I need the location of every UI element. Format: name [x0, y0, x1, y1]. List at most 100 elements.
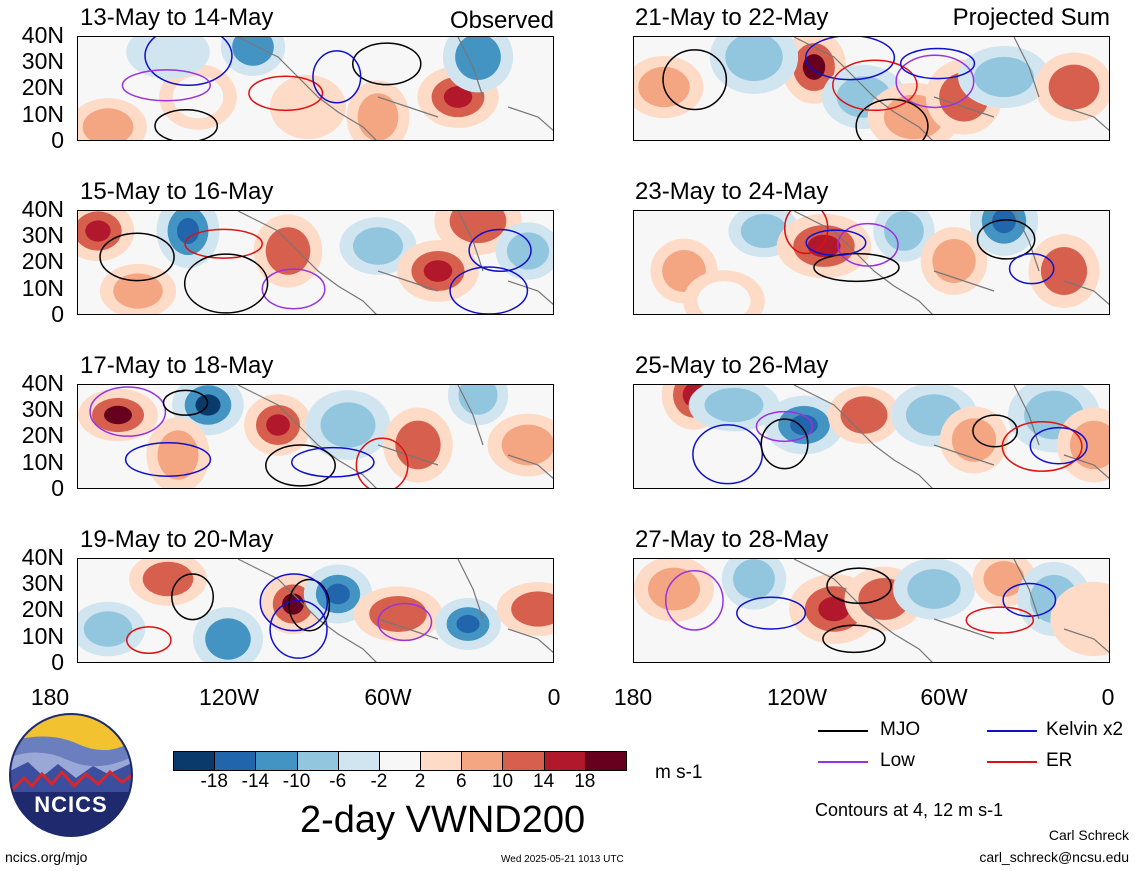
contour-line: [162, 389, 209, 416]
colorbar-tick-label: 14: [533, 771, 555, 792]
timestamp: Wed 2025-05-21 1013 UTC: [501, 854, 624, 865]
colorbar-swatch: [543, 751, 586, 771]
contour-line: [184, 228, 263, 259]
map-panel-3: [77, 384, 554, 489]
contour-line: [976, 219, 1036, 260]
anomaly-shading: [751, 221, 777, 241]
lon-label: 0: [547, 684, 561, 710]
panel-title: 13-May to 14-May: [80, 4, 274, 31]
lat-label: 20N: [21, 248, 64, 274]
contour-line: [355, 437, 409, 488]
anomaly-shading: [790, 414, 818, 436]
anomaly-shading: [1051, 258, 1077, 284]
coastline: [237, 385, 553, 488]
lat-label: 30N: [21, 222, 64, 248]
anomaly-shading: [742, 568, 766, 590]
anomaly-shading: [962, 428, 986, 452]
lat-label: 0: [51, 127, 64, 153]
colorbar-tick-label: -10: [282, 771, 311, 792]
author-email: carl_schreck@ncsu.edu: [979, 849, 1129, 865]
main-title: 2-day VWND200: [300, 799, 586, 841]
colorbar-swatch: [461, 751, 504, 771]
contour-line: [261, 268, 326, 310]
anomaly-shading: [382, 604, 414, 624]
legend-line-mjo: [818, 730, 868, 732]
anomaly-shading: [456, 614, 480, 634]
anomaly-shading: [849, 85, 879, 109]
vwnd-field: [78, 211, 553, 314]
contour-line: [805, 37, 896, 81]
anomaly-shading: [275, 238, 301, 264]
legend-label-er: ER: [1046, 750, 1073, 771]
contour-line: [449, 266, 529, 314]
anomaly-shading: [918, 403, 950, 427]
lat-label: 10N: [21, 275, 64, 301]
anomaly-shading: [176, 218, 200, 244]
lat-label: 30N: [21, 396, 64, 422]
lat-label: 30N: [21, 570, 64, 596]
map-panel-8: [633, 558, 1110, 663]
colorbar-swatch: [378, 751, 422, 771]
contours-note: Contours at 4, 12 m s-1: [815, 800, 1004, 820]
colorbar-swatch: [255, 751, 298, 771]
coastline: [793, 559, 1109, 662]
map-panel-7: [633, 384, 1110, 489]
legend-label-mjo: MJO: [880, 719, 921, 740]
lat-label: 40N: [21, 196, 64, 222]
contour-line: [736, 596, 807, 630]
contour-line: [805, 229, 867, 257]
anomaly-shading: [1060, 74, 1088, 100]
lat-label: 40N: [21, 544, 64, 570]
legend-line-low: [818, 761, 868, 763]
colorbar-tick-label: 18: [574, 771, 596, 792]
vwnd-field: [634, 385, 1109, 488]
colorbar-swatch: [296, 751, 339, 771]
panel-title: 19-May to 20-May: [80, 526, 274, 553]
vwnd-field: [634, 559, 1109, 662]
lon-label: 180: [613, 684, 653, 710]
anomaly-shading: [266, 414, 290, 436]
anomaly-shading: [942, 249, 966, 273]
author: Carl Schreck: [1048, 827, 1129, 843]
contour-line: [965, 606, 1035, 634]
vwnd-field: [634, 37, 1109, 140]
anomaly-shading: [462, 211, 494, 233]
colorbar-swatch: [584, 751, 627, 771]
contour-line: [154, 108, 219, 140]
anomaly-shading: [523, 599, 553, 619]
panel-title: 27-May to 28-May: [635, 526, 829, 553]
anomaly-shading: [184, 85, 212, 109]
anomaly-shading: [893, 220, 915, 242]
lat-label: 40N: [21, 22, 64, 48]
vwnd-field: [78, 385, 553, 488]
lat-label: 20N: [21, 596, 64, 622]
lat-label: 20N: [21, 74, 64, 100]
lon-label: 120W: [198, 684, 260, 710]
colorbar-swatch: [337, 751, 380, 771]
lat-label: 10N: [21, 449, 64, 475]
anomaly-shading: [987, 66, 1021, 88]
panel-title: 21-May to 22-May: [635, 4, 829, 31]
anomaly-shading: [443, 86, 473, 108]
contour-line: [265, 444, 336, 487]
contour-line: [1002, 582, 1057, 617]
contour-line: [664, 570, 724, 631]
map-panel-4: [77, 558, 554, 663]
contour-line: [121, 69, 211, 102]
coastline: [793, 37, 1109, 140]
coastline: [237, 211, 553, 314]
lat-label: 0: [51, 301, 64, 327]
map-panel-2: [77, 210, 554, 315]
coastline: [793, 211, 1109, 314]
panel-tag-projected: Projected Sum: [952, 4, 1110, 31]
anomaly-shading: [1078, 606, 1109, 632]
ncics-logo: NCICS: [8, 712, 134, 838]
colorbar-swatch: [214, 751, 257, 771]
anomaly-shading: [919, 578, 949, 600]
vwnd-field: [78, 37, 553, 140]
anomaly-shading: [992, 211, 1016, 234]
anomaly-shading: [467, 385, 489, 406]
anomaly-shading: [818, 596, 850, 622]
contour-line: [89, 386, 167, 437]
lon-label: 180: [30, 684, 70, 710]
